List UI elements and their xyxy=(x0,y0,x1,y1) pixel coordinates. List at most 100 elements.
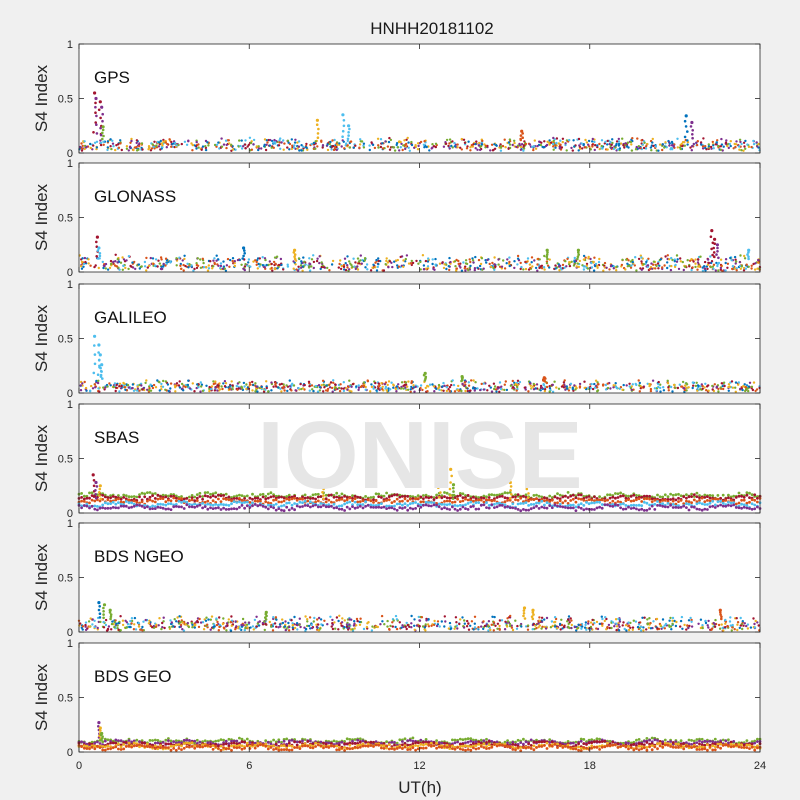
data-point xyxy=(640,268,643,271)
data-point xyxy=(318,386,322,389)
data-point xyxy=(208,385,211,389)
data-point xyxy=(682,504,686,508)
data-point xyxy=(651,379,655,382)
data-point xyxy=(603,261,607,265)
data-point xyxy=(331,144,335,148)
data-point xyxy=(387,380,391,383)
data-point xyxy=(448,508,452,511)
data-point xyxy=(608,504,612,508)
data-point xyxy=(443,491,446,494)
data-point xyxy=(569,494,573,498)
data-point xyxy=(166,383,170,386)
data-point xyxy=(184,385,187,389)
data-point xyxy=(212,259,215,262)
data-point xyxy=(690,505,693,509)
data-point xyxy=(351,503,354,506)
data-point xyxy=(561,137,565,140)
data-point xyxy=(681,380,685,384)
data-point xyxy=(148,619,151,622)
data-point xyxy=(719,145,722,148)
data-point xyxy=(487,625,490,628)
data-point xyxy=(445,267,448,271)
data-point xyxy=(717,144,720,148)
data-point xyxy=(400,381,404,384)
data-point xyxy=(114,506,118,510)
data-point xyxy=(642,629,645,632)
data-point xyxy=(719,503,722,507)
data-point xyxy=(569,499,573,502)
data-point xyxy=(699,385,702,388)
data-point xyxy=(217,503,220,507)
data-point xyxy=(408,625,411,628)
data-point xyxy=(650,504,654,508)
data-point xyxy=(93,362,97,366)
data-point xyxy=(476,387,479,390)
data-point xyxy=(341,113,345,117)
data-point xyxy=(461,505,465,509)
data-point xyxy=(611,138,614,141)
data-point xyxy=(591,145,594,148)
data-point xyxy=(96,505,99,508)
data-point xyxy=(464,503,467,507)
data-point xyxy=(624,507,628,511)
data-point xyxy=(151,499,155,503)
data-point xyxy=(379,145,383,149)
data-point xyxy=(432,496,436,499)
data-point xyxy=(410,622,413,625)
data-point xyxy=(508,496,512,500)
data-point xyxy=(508,264,511,268)
data-point xyxy=(624,268,627,271)
data-point xyxy=(297,140,301,143)
data-point xyxy=(751,388,755,392)
data-point xyxy=(664,255,667,258)
data-point xyxy=(252,628,255,631)
data-point xyxy=(276,386,280,389)
data-point xyxy=(279,625,282,628)
data-point xyxy=(513,260,516,263)
axis-ticks: 00.51 xyxy=(58,39,761,160)
y-tick-label: 0 xyxy=(67,267,73,279)
data-point xyxy=(736,621,740,624)
data-point xyxy=(219,494,223,498)
data-point xyxy=(240,623,243,627)
data-point xyxy=(551,383,554,387)
data-point xyxy=(635,494,638,497)
data-point xyxy=(429,501,433,504)
data-point xyxy=(750,493,754,497)
data-point xyxy=(464,259,468,262)
data-point xyxy=(487,496,491,499)
data-point xyxy=(745,501,749,505)
data-point xyxy=(732,494,736,498)
data-point xyxy=(648,267,652,271)
data-point xyxy=(528,143,532,146)
data-point xyxy=(124,500,128,503)
data-point xyxy=(729,624,732,627)
data-point xyxy=(711,384,714,388)
data-point xyxy=(231,388,234,391)
data-point xyxy=(447,144,450,148)
data-point xyxy=(498,504,502,507)
data-point xyxy=(536,263,539,266)
data-point xyxy=(83,147,86,151)
data-point xyxy=(256,504,260,508)
data-point xyxy=(151,494,155,497)
data-point xyxy=(338,614,341,617)
data-point xyxy=(361,499,365,503)
data-point xyxy=(294,389,297,392)
data-point xyxy=(596,381,599,384)
data-point xyxy=(375,258,378,262)
data-point xyxy=(196,264,200,267)
data-point xyxy=(610,146,613,150)
data-point xyxy=(500,494,504,498)
data-point xyxy=(647,257,650,260)
data-point xyxy=(612,384,615,387)
data-points-sbas xyxy=(77,467,762,513)
data-point xyxy=(431,262,434,266)
data-point xyxy=(740,502,743,506)
data-point xyxy=(606,148,609,151)
data-point xyxy=(516,498,520,502)
data-point xyxy=(369,390,372,393)
data-point xyxy=(79,265,83,268)
data-point xyxy=(511,502,515,506)
data-point xyxy=(195,504,199,508)
